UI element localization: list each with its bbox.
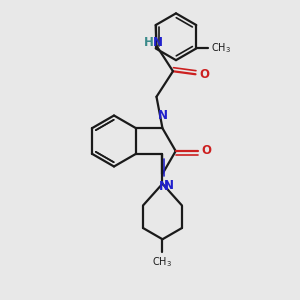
- Text: CH$_3$: CH$_3$: [152, 256, 172, 269]
- Text: CH$_3$: CH$_3$: [211, 41, 231, 55]
- Text: H: H: [144, 36, 154, 49]
- Text: N: N: [164, 179, 174, 192]
- Text: N: N: [159, 180, 169, 194]
- Text: O: O: [202, 144, 212, 157]
- Text: N: N: [152, 36, 162, 49]
- Text: O: O: [199, 68, 209, 81]
- Text: N: N: [158, 109, 167, 122]
